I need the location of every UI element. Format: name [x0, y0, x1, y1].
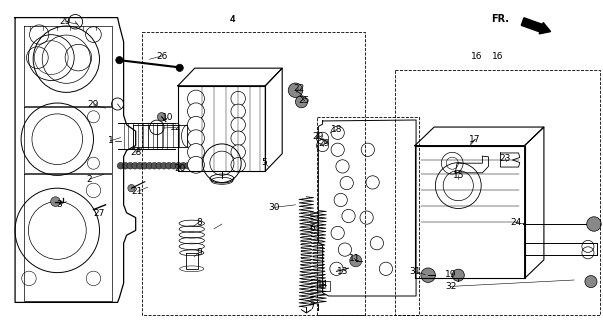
Circle shape [587, 217, 601, 231]
Circle shape [165, 163, 172, 169]
Circle shape [137, 163, 144, 169]
Text: 7: 7 [309, 302, 315, 311]
Text: 10: 10 [162, 113, 174, 122]
Circle shape [334, 193, 347, 207]
Circle shape [156, 163, 163, 169]
Circle shape [51, 197, 60, 206]
Circle shape [331, 226, 344, 240]
Text: 24: 24 [510, 218, 521, 227]
Text: 17: 17 [469, 135, 481, 144]
Circle shape [452, 269, 464, 281]
Circle shape [340, 176, 353, 190]
Circle shape [171, 163, 177, 169]
Circle shape [421, 268, 435, 283]
Circle shape [116, 57, 123, 64]
Text: 29: 29 [88, 100, 99, 109]
Text: 12: 12 [171, 123, 182, 132]
Text: 4: 4 [229, 15, 235, 24]
Text: FR.: FR. [491, 13, 510, 24]
Circle shape [231, 104, 245, 119]
Circle shape [188, 90, 204, 107]
Text: 19: 19 [445, 270, 457, 279]
Text: 29: 29 [60, 17, 71, 26]
Text: 25: 25 [299, 96, 310, 105]
Circle shape [585, 276, 597, 288]
Circle shape [180, 163, 187, 169]
Circle shape [188, 103, 204, 120]
Circle shape [188, 130, 204, 147]
Circle shape [336, 160, 349, 173]
Circle shape [361, 143, 374, 156]
Text: 21: 21 [132, 187, 143, 196]
Text: 4: 4 [229, 15, 235, 24]
Circle shape [231, 91, 245, 106]
Circle shape [295, 96, 308, 108]
Circle shape [366, 176, 379, 189]
Text: 15: 15 [452, 171, 464, 180]
Text: 18: 18 [330, 125, 343, 134]
Circle shape [331, 143, 344, 156]
Text: 5: 5 [261, 158, 267, 167]
Circle shape [231, 145, 245, 159]
Text: 32: 32 [446, 282, 456, 291]
FancyArrow shape [521, 18, 551, 34]
Circle shape [122, 163, 129, 169]
Text: 29: 29 [319, 139, 330, 148]
Circle shape [370, 236, 384, 250]
Circle shape [331, 126, 344, 140]
Text: 13: 13 [336, 267, 349, 276]
Circle shape [141, 163, 148, 169]
Text: 22: 22 [293, 84, 304, 93]
Circle shape [118, 163, 124, 169]
Circle shape [338, 243, 352, 256]
Circle shape [190, 163, 197, 169]
Text: 20: 20 [174, 164, 185, 172]
Text: 26: 26 [156, 52, 167, 60]
Circle shape [188, 116, 204, 133]
Circle shape [147, 163, 153, 169]
Text: 31: 31 [409, 267, 421, 276]
Circle shape [161, 163, 168, 169]
Circle shape [127, 163, 134, 169]
Text: 3: 3 [56, 200, 62, 209]
Circle shape [288, 83, 303, 98]
Text: 16: 16 [491, 52, 504, 60]
Text: 2: 2 [86, 175, 92, 184]
Text: 23: 23 [500, 154, 511, 163]
Circle shape [151, 163, 158, 169]
Circle shape [330, 262, 343, 276]
Text: 9: 9 [196, 248, 202, 257]
Circle shape [188, 156, 204, 173]
Text: 14: 14 [317, 280, 328, 289]
Circle shape [379, 262, 393, 276]
Circle shape [231, 157, 245, 172]
Circle shape [342, 209, 355, 223]
Circle shape [231, 117, 245, 132]
Circle shape [175, 163, 182, 169]
Circle shape [176, 64, 183, 71]
Circle shape [157, 113, 166, 121]
Text: 8: 8 [196, 218, 202, 227]
Text: 6: 6 [309, 224, 315, 233]
Text: 11: 11 [349, 254, 361, 263]
Circle shape [185, 163, 192, 169]
Text: 30: 30 [268, 203, 280, 212]
Text: 27: 27 [94, 209, 105, 218]
Text: 16: 16 [470, 52, 482, 60]
Circle shape [231, 131, 245, 146]
Text: 1: 1 [107, 136, 113, 145]
Circle shape [188, 144, 204, 160]
Text: 28: 28 [130, 148, 141, 156]
Circle shape [128, 185, 135, 192]
Circle shape [360, 211, 373, 224]
Text: 29: 29 [313, 132, 324, 141]
Circle shape [350, 255, 362, 267]
Circle shape [132, 163, 138, 169]
